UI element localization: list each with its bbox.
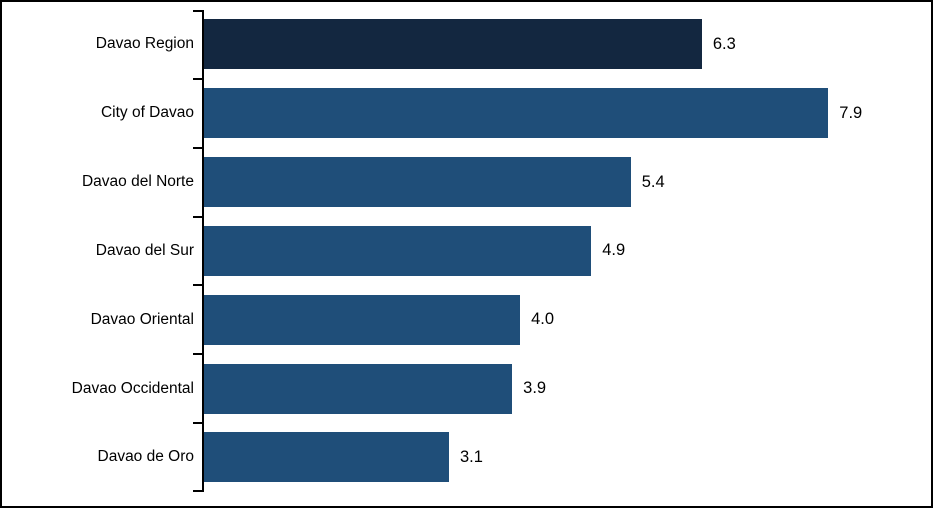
chart-row: Davao Region 6.3 — [2, 10, 931, 79]
axis-tick — [193, 10, 202, 12]
category-label: Davao del Sur — [95, 241, 194, 259]
axis-tick — [193, 353, 202, 356]
category-label: Davao Oriental — [90, 310, 194, 328]
value-label: 4.9 — [602, 241, 626, 260]
value-label: 4.0 — [531, 310, 555, 329]
value-label: 3.1 — [459, 447, 483, 466]
y-axis-line — [193, 10, 204, 492]
category-label: Davao Occidental — [71, 379, 194, 397]
axis-tick — [193, 77, 202, 80]
bar-area: 6.3 — [204, 10, 931, 79]
bar-area: 5.4 — [204, 148, 931, 217]
bar-area: 4.9 — [204, 217, 931, 286]
value-label: 7.9 — [839, 103, 863, 122]
value-label: 3.9 — [523, 379, 547, 398]
chart-row: Davao de Oro 3.1 — [2, 423, 931, 492]
bar-area: 4.0 — [204, 285, 931, 354]
bar — [204, 157, 631, 208]
chart-row: Davao del Sur 4.9 — [2, 217, 931, 286]
axis-tick — [193, 284, 202, 287]
bar — [204, 225, 592, 276]
chart-row: City of Davao 7.9 — [2, 79, 931, 148]
bar — [204, 432, 449, 483]
category-label: Davao del Norte — [81, 173, 194, 191]
chart-row: Davao del Norte 5.4 — [2, 148, 931, 217]
bar-area: 7.9 — [204, 79, 931, 148]
category-label: Davao de Oro — [97, 448, 195, 466]
chart-row: Davao Occidental 3.9 — [2, 354, 931, 423]
category-label: City of Davao — [100, 104, 194, 122]
bar-area: 3.9 — [204, 354, 931, 423]
chart-rows: Davao Region 6.3 City of Davao 7.9 Davao… — [2, 10, 931, 492]
bar-area: 3.1 — [204, 423, 931, 492]
category-label: Davao Region — [95, 35, 194, 53]
bar — [204, 88, 829, 139]
bar — [204, 294, 521, 345]
axis-tick — [193, 422, 202, 425]
bar — [204, 19, 702, 70]
chart-row: Davao Oriental 4.0 — [2, 285, 931, 354]
value-label: 6.3 — [712, 34, 736, 53]
axis-tick — [193, 215, 202, 218]
axis-tick — [193, 490, 202, 492]
value-label: 5.4 — [641, 172, 665, 191]
axis-tick — [193, 146, 202, 149]
bar — [204, 363, 513, 414]
